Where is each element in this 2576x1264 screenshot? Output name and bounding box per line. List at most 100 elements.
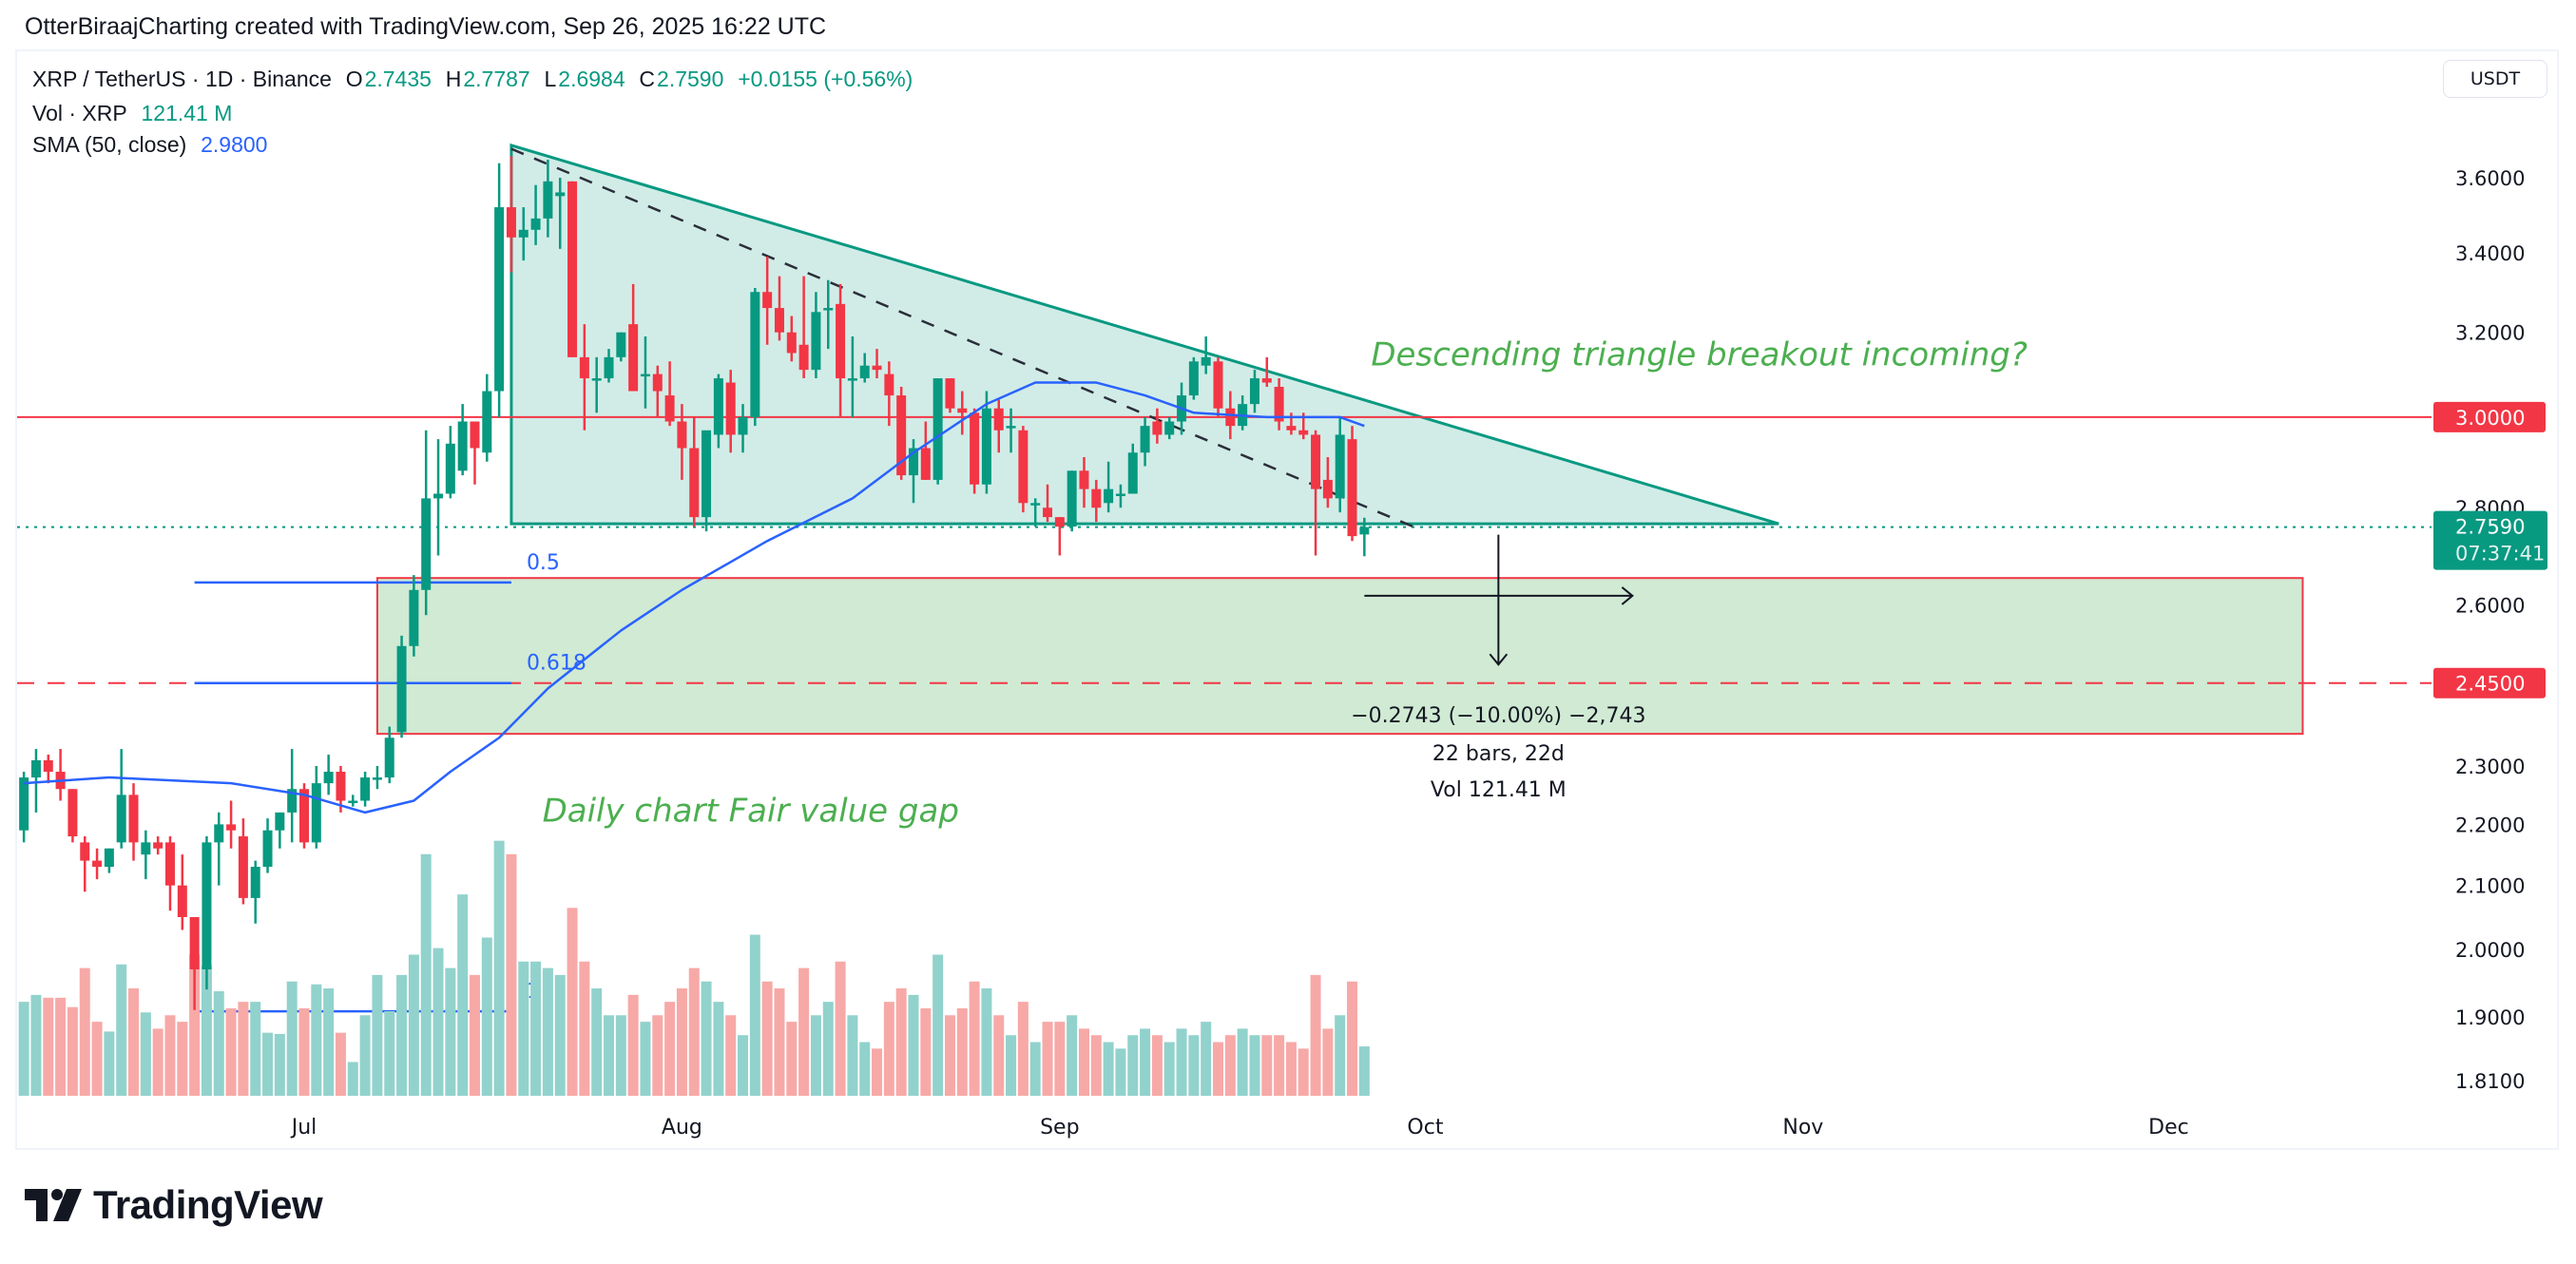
volume-bar (359, 1015, 371, 1096)
volume-bar (579, 961, 590, 1096)
candle-body (836, 303, 846, 379)
legend-volume-row[interactable]: Vol · XRP 121.41 M (32, 101, 234, 126)
candle (1164, 416, 1175, 440)
volume-bar (810, 1015, 821, 1096)
volume-bar (372, 974, 383, 1096)
price-axis-label: 2.0000 (2455, 939, 2525, 962)
candle-body (1225, 408, 1236, 427)
candle (372, 765, 382, 790)
price-axis-label: 1.9000 (2455, 1006, 2525, 1029)
volume-bar (798, 967, 810, 1096)
candle-body (1140, 426, 1150, 453)
candle-body (786, 332, 797, 354)
volume-bar (298, 1007, 310, 1096)
volume-bar (895, 988, 907, 1096)
volume-bar (481, 937, 492, 1096)
price-axis-label: 3.6000 (2455, 167, 2525, 190)
candle (287, 749, 298, 843)
candle (567, 181, 578, 357)
volume-bar (286, 981, 298, 1096)
candle-body (859, 365, 870, 379)
candle (530, 184, 541, 245)
volume-bar (1335, 1015, 1346, 1096)
candle (909, 439, 918, 504)
candle-body (847, 378, 857, 381)
candle (482, 373, 492, 462)
volume-bar (872, 1048, 883, 1096)
volume-bar (1274, 1035, 1285, 1096)
volume-bar (164, 1015, 176, 1096)
volume-bar (1224, 1035, 1236, 1096)
volume-bar (676, 988, 687, 1096)
candle (1054, 517, 1065, 556)
candle-body (372, 777, 382, 780)
candle (1274, 378, 1284, 431)
volume-bar (262, 1032, 274, 1096)
candle-body (616, 332, 626, 357)
annotation-fair-value-gap: Daily chart Fair value gap (543, 792, 959, 830)
volume-bar (140, 1012, 151, 1096)
volume-bar (518, 961, 529, 1096)
volume-bar (30, 994, 42, 1096)
volume-bar (1176, 1028, 1187, 1096)
currency-button[interactable]: USDT (2443, 60, 2547, 98)
price-axis-label: 2.1000 (2455, 875, 2525, 898)
price-tag-3.0000 (2433, 401, 2546, 432)
candle-body (738, 416, 748, 435)
candle (640, 336, 650, 409)
tradingview-logo[interactable]: TradingView (25, 1182, 323, 1228)
candle-body (1274, 387, 1284, 422)
candle-body (1054, 517, 1065, 527)
time-axis-label: Aug (662, 1116, 702, 1140)
volume-bar (396, 974, 408, 1096)
candle (164, 836, 175, 911)
volume-bar (944, 1015, 955, 1096)
price-tag-text: 3.0000 (2455, 407, 2525, 430)
candle-body (579, 356, 589, 379)
volume-bar (408, 954, 419, 1096)
legend-high: 2.7787 (463, 67, 530, 91)
candle-body (1018, 430, 1028, 504)
volume-bar (932, 954, 944, 1096)
candle (993, 399, 1004, 453)
candle-body (348, 800, 358, 804)
legend-symbol-row: XRP / TetherUS · 1D · Binance O2.7435 H2… (32, 67, 914, 92)
candle-body (1152, 421, 1163, 435)
candle-body (238, 836, 248, 898)
legend-symbol[interactable]: XRP / TetherUS · 1D · Binance (32, 67, 332, 91)
candle (677, 404, 687, 480)
candle (1018, 426, 1028, 513)
candle-body (640, 373, 650, 377)
candle (1067, 470, 1077, 532)
price-axis-label: 2.2000 (2455, 814, 2525, 836)
candle (1152, 408, 1163, 444)
candle (970, 408, 980, 494)
candle (945, 378, 955, 413)
volume-bar (627, 994, 639, 1096)
candle-body (323, 772, 334, 784)
candle-body (1067, 470, 1077, 527)
arrow-right-icon (1621, 586, 1634, 605)
candle (859, 353, 870, 383)
measure-line1: −0.2743 (−10.00%) −2,743 (1351, 704, 1645, 728)
candle (299, 783, 309, 849)
legend-change: +0.0155 (+0.56%) (738, 67, 913, 91)
candle (433, 439, 444, 556)
candle (1104, 461, 1114, 513)
candle-body (652, 373, 663, 392)
legend-sma-row[interactable]: SMA (50, close) 2.9800 (32, 132, 269, 158)
time-axis-label: Nov (1782, 1116, 1823, 1140)
volume-bar (445, 967, 456, 1096)
volume-bar (1298, 1048, 1309, 1096)
volume-bar (1103, 1042, 1114, 1096)
candle (348, 795, 358, 807)
candle-body (396, 645, 407, 733)
volume-bar (323, 988, 335, 1096)
candle-body (702, 430, 712, 518)
volume-bar (688, 967, 700, 1096)
candle (409, 575, 419, 657)
candle (1311, 430, 1321, 556)
candle (543, 159, 553, 238)
